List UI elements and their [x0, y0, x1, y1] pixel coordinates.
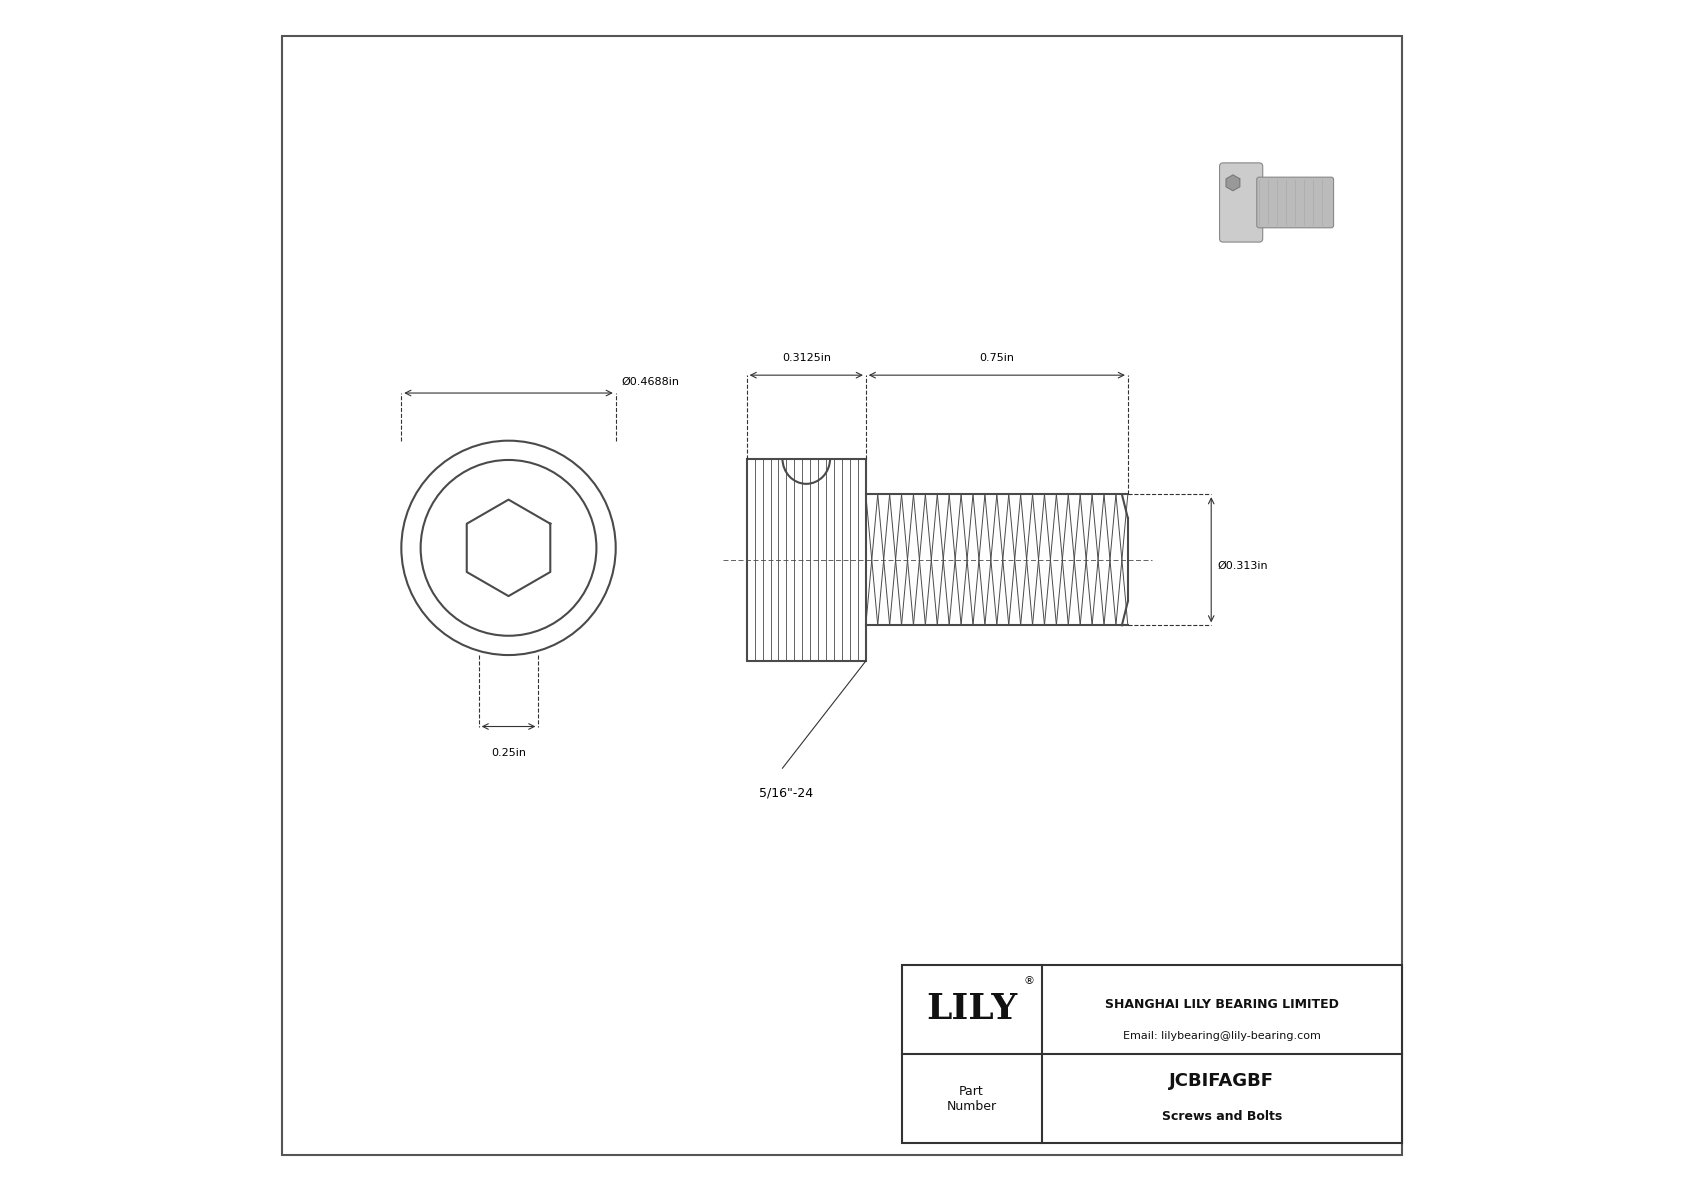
Text: LILY: LILY — [926, 992, 1017, 1027]
Text: 5/16"-24: 5/16"-24 — [758, 786, 813, 799]
Text: Email: lilybearing@lily-bearing.com: Email: lilybearing@lily-bearing.com — [1123, 1031, 1320, 1041]
Polygon shape — [1226, 175, 1239, 191]
Text: Ø0.313in: Ø0.313in — [1218, 561, 1268, 570]
Text: SHANGHAI LILY BEARING LIMITED: SHANGHAI LILY BEARING LIMITED — [1105, 998, 1339, 1010]
Text: Screws and Bolts: Screws and Bolts — [1162, 1110, 1282, 1123]
Text: Part
Number: Part Number — [946, 1085, 997, 1112]
Bar — [746, 459, 866, 661]
Text: JCBIFAGBF: JCBIFAGBF — [1169, 1072, 1275, 1090]
Text: 0.25in: 0.25in — [492, 748, 525, 757]
Bar — [901, 965, 1401, 1143]
Text: Ø0.4688in: Ø0.4688in — [621, 378, 680, 387]
Text: ®: ® — [1024, 975, 1034, 986]
FancyBboxPatch shape — [1256, 177, 1334, 227]
Text: 0.3125in: 0.3125in — [781, 354, 830, 363]
Text: 0.75in: 0.75in — [980, 354, 1014, 363]
FancyBboxPatch shape — [1219, 163, 1263, 242]
